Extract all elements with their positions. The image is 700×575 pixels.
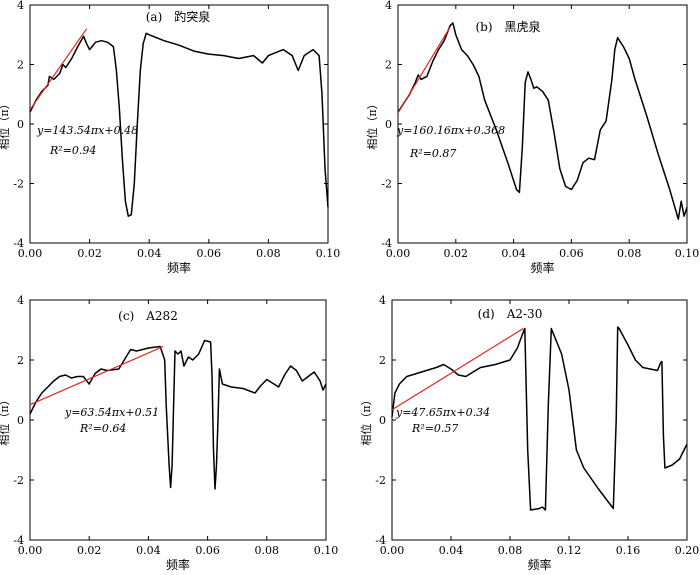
r-squared: R²=0.64 — [79, 422, 126, 435]
y-axis-label: 相位（π） — [0, 98, 11, 149]
fit-equation: y=160.16πx+0.368 — [396, 124, 505, 137]
x-axis-label: 频率 — [167, 260, 191, 275]
r-squared: R²=0.57 — [411, 422, 458, 435]
x-tick-label: 0.20 — [675, 544, 700, 557]
x-tick-label: 0.04 — [439, 544, 464, 557]
fit-equation: y=47.65πx+0.34 — [395, 406, 490, 419]
x-tick-label: 0.06 — [197, 247, 222, 260]
x-tick-label: 0.04 — [501, 247, 526, 260]
panel-0: 0.00 0.02 0.04 0.06 0.08 0.10 -4 -2 0 2 4 频率 相位（π） (a… — [0, 0, 340, 275]
x-tick-label: 0.02 — [444, 247, 469, 260]
panel-2: 0.00 0.02 0.04 0.06 0.08 0.10 -4 -2 0 2 4 频率 相位（π） (c… — [0, 294, 338, 572]
x-tick-label: 0.00 — [386, 247, 411, 260]
y-tick-label: 0 — [385, 118, 392, 131]
y-tick-label: -2 — [13, 178, 24, 191]
x-tick-label: 0.02 — [77, 247, 102, 260]
x-tick-label: 0.06 — [195, 544, 220, 557]
plot-frame — [391, 299, 688, 541]
x-tick-label: 0.08 — [255, 544, 280, 557]
phase-curve — [29, 339, 327, 490]
y-tick-label: 0 — [17, 414, 24, 427]
y-axis-label: 相位（π） — [359, 394, 373, 445]
y-tick-label: 2 — [379, 354, 386, 367]
y-tick-label: 2 — [385, 59, 392, 72]
phase-curve — [391, 326, 688, 511]
fit-equation: y=143.54πx+0.48 — [36, 124, 138, 137]
panel-title: (a) 趵突泉 — [146, 9, 211, 24]
y-tick-label: 0 — [17, 118, 24, 131]
y-tick-label: 2 — [17, 59, 24, 72]
panel-1: 0.00 0.02 0.04 0.06 0.08 0.10 -4 -2 0 2 4 频率 相位（π） (b… — [365, 0, 699, 275]
y-tick-label: -4 — [13, 534, 24, 547]
x-tick-label: 0.08 — [256, 247, 281, 260]
x-tick-label: 0.06 — [559, 247, 584, 260]
plot-frame — [29, 299, 327, 541]
phase-curve — [29, 32, 329, 217]
panel-title: (b) 黑虎泉 — [475, 20, 540, 34]
y-axis-label: 相位（π） — [0, 394, 11, 445]
y-tick-label: 4 — [17, 0, 24, 12]
panel-title: (d) A2-30 — [478, 307, 543, 321]
x-tick-label: 0.04 — [137, 247, 162, 260]
x-tick-label: 0.00 — [18, 544, 43, 557]
x-axis-label: 频率 — [530, 260, 554, 275]
y-tick-label: -2 — [375, 474, 386, 487]
x-tick-label: 0.16 — [616, 544, 641, 557]
y-tick-label: -2 — [381, 178, 392, 191]
x-tick-label: 0.12 — [557, 544, 582, 557]
y-tick-label: -4 — [375, 534, 386, 547]
x-tick-label: 0.10 — [316, 247, 341, 260]
x-tick-label: 0.02 — [77, 544, 102, 557]
r-squared: R²=0.87 — [409, 147, 456, 160]
fit-line — [397, 26, 451, 114]
y-tick-label: 0 — [379, 414, 386, 427]
fit-line — [29, 28, 88, 111]
fit-equation: y=63.54πx+0.51 — [64, 406, 159, 419]
fit-line — [29, 345, 164, 406]
x-tick-label: 0.10 — [314, 544, 339, 557]
panel-3: 0.00 0.04 0.08 0.12 0.16 0.20 -4 -2 0 2 4 频率 相位（π） (d… — [359, 294, 699, 572]
x-tick-label: 0.08 — [498, 544, 523, 557]
y-tick-label: 4 — [379, 294, 386, 307]
x-tick-label: 0.08 — [617, 247, 642, 260]
x-tick-label: 0.10 — [675, 247, 700, 260]
r-squared: R²=0.94 — [49, 144, 96, 157]
y-tick-label: -4 — [13, 237, 24, 250]
y-tick-label: -4 — [381, 237, 392, 250]
panel-title: (c) A282 — [118, 309, 178, 323]
fit-line — [391, 327, 524, 411]
x-tick-label: 0.00 — [18, 247, 43, 260]
y-tick-label: 2 — [17, 354, 24, 367]
y-axis-label: 相位（π） — [365, 98, 379, 149]
x-axis-label: 频率 — [527, 557, 551, 572]
y-tick-label: -2 — [13, 474, 24, 487]
phase-curve — [397, 22, 688, 220]
y-tick-label: 4 — [17, 294, 24, 307]
x-axis-label: 频率 — [166, 557, 190, 572]
x-tick-label: 0.04 — [136, 544, 161, 557]
y-tick-label: 4 — [385, 0, 392, 12]
x-tick-label: 0.00 — [380, 544, 405, 557]
